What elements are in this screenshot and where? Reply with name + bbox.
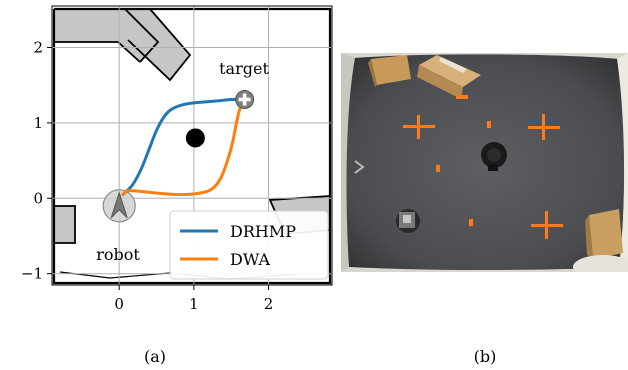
robot-annotation: robot [96, 245, 140, 264]
caption-a: (a) [144, 347, 166, 366]
tape-cross [542, 114, 545, 140]
wall-right [617, 53, 628, 272]
obstacle-marker [185, 128, 205, 148]
legend-box [169, 210, 329, 280]
marker-layer [110, 90, 255, 219]
y-tick-label: 2 [33, 38, 43, 56]
tape-cross [545, 211, 548, 239]
y-tick-label: −1 [21, 265, 43, 283]
robot-arrow-marker [110, 191, 128, 219]
axis-ticks: 0 1 2 −1 0 1 2 [21, 38, 273, 313]
series-line-dwa [121, 98, 247, 197]
cardboard-box-right [585, 209, 623, 259]
legend-label-dwa: DWA [230, 250, 270, 269]
cardboard-box-top-left [368, 55, 411, 87]
tape-markers [403, 95, 563, 239]
tape-cross [417, 115, 420, 139]
y-tick-label: 1 [33, 114, 43, 132]
x-tick-label: 2 [264, 295, 274, 313]
wall-left [341, 53, 355, 272]
door-hinge [354, 160, 365, 174]
tape-dot [487, 121, 491, 128]
cylinder-object [573, 255, 628, 272]
x-tick-label: 1 [189, 295, 199, 313]
obstacle-robot-photo [481, 142, 507, 171]
plot-frame [51, 5, 333, 286]
legend-label-drhmp: DRHMP [230, 222, 296, 241]
series-line-drhmp [121, 97, 247, 197]
x-tick-label: 0 [114, 295, 124, 313]
tape-dot [456, 95, 468, 99]
y-tick-label: 0 [33, 189, 43, 207]
room-photo [341, 53, 628, 272]
cardboard-box-top-center [417, 55, 481, 99]
mobile-robot-photo [396, 209, 420, 233]
tape-dot [436, 165, 440, 172]
map-panel-a: 0 1 2 −1 0 1 2 target robot DRHMP DWA [21, 5, 333, 313]
legend: DRHMP DWA [169, 210, 329, 280]
target-annotation: target [219, 59, 269, 78]
tape-dot [469, 219, 473, 226]
target-marker [235, 90, 255, 110]
caption-b: (b) [474, 347, 497, 366]
